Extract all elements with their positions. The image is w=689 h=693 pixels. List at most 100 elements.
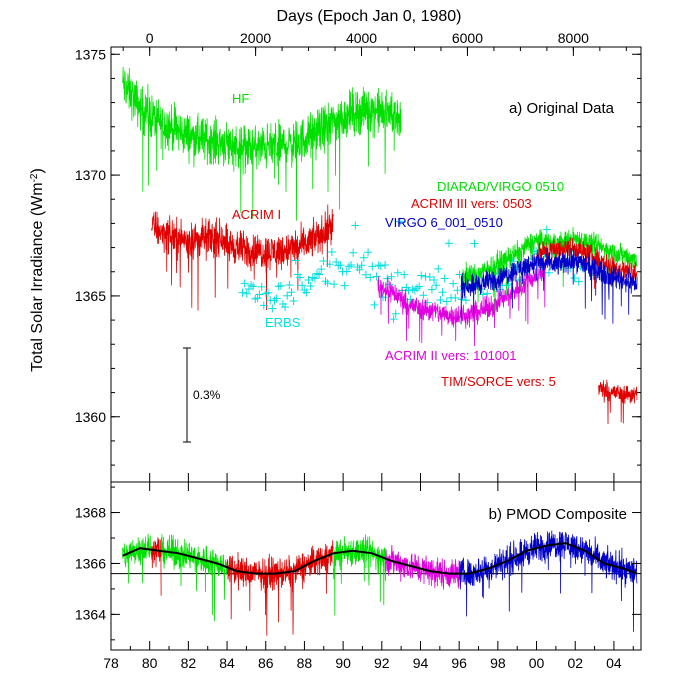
composite-segment (333, 534, 387, 616)
label-erbs: ERBS (265, 315, 301, 330)
erbs-point (315, 270, 324, 279)
erbs-point (317, 265, 326, 274)
erbs-point (287, 288, 296, 297)
erbs-point (304, 276, 313, 285)
series-tim-sorce-vers-5 (598, 379, 638, 425)
panel-b-xtick-label: 80 (142, 655, 158, 671)
composite-segment (160, 534, 228, 622)
series-acrim-i (151, 204, 334, 311)
erbs-point (344, 262, 353, 271)
erbs-point (470, 239, 479, 248)
erbs-point (381, 261, 390, 270)
erbs-point (306, 282, 315, 291)
panel-b-ytick-label: 1366 (75, 555, 106, 571)
erbs-point (370, 300, 379, 309)
y-axis-title-main: Total Solar Irradiance (Wm (29, 182, 46, 371)
erbs-point (349, 248, 358, 257)
series-acrim-ii-vers-101001 (377, 259, 547, 347)
erbs-point (444, 239, 453, 248)
erbs-point (332, 257, 341, 266)
erbs-point (325, 260, 334, 269)
erbs-point (334, 261, 343, 270)
panel-b-xtick-label: 04 (606, 655, 622, 671)
label-diarad-virgo: DIARAD/VIRGO 0510 (437, 179, 564, 194)
erbs-point (310, 274, 319, 283)
erbs-point (400, 270, 409, 279)
panel-a-ytick-label: 1365 (75, 288, 106, 304)
top-tick-label: 0 (146, 30, 154, 46)
erbs-point (432, 281, 441, 290)
erbs-point (274, 282, 283, 291)
erbs-point (434, 264, 443, 273)
erbs-point (259, 301, 268, 310)
panel-b-frame (110, 481, 642, 651)
erbs-point (283, 291, 292, 300)
erbs-point (440, 274, 449, 283)
erbs-point (347, 261, 356, 270)
erbs-point (504, 280, 513, 289)
erbs-point (323, 279, 332, 288)
erbs-point (295, 273, 304, 282)
panel-b-xtick-label: 84 (219, 655, 235, 671)
erbs-point (321, 277, 330, 286)
erbs-point (313, 269, 322, 278)
erbs-point (308, 273, 317, 282)
erbs-point (544, 268, 553, 277)
erbs-point (247, 281, 256, 290)
erbs-point (355, 265, 364, 274)
panel-b-xtick-label: 86 (258, 655, 274, 671)
erbs-point (430, 275, 439, 284)
label-acrim-3: ACRIM III vers: 0503 (411, 196, 532, 211)
erbs-point (281, 303, 290, 312)
panel-b-xtick-label: 90 (335, 655, 351, 671)
composite-segment (385, 544, 460, 590)
erbs-point (483, 289, 492, 298)
panel-a-series-layer (122, 66, 638, 425)
label-acrim-1: ACRIM I (232, 207, 281, 222)
composite-smooth-line (122, 542, 638, 575)
series-diarad-virgo-0510 (460, 227, 638, 312)
panel-b-pmod-composite: 1364 1366 1368 78 80 82 84 86 88 90 92 94 96 98 00 02 04… (75, 481, 642, 671)
panel-b-xtick-label: 82 (181, 655, 197, 671)
erbs-point (251, 294, 260, 303)
panel-b-xtick-label: 78 (103, 655, 119, 671)
composite-segment (122, 533, 152, 584)
erbs-point (255, 290, 264, 299)
erbs-point (264, 288, 273, 297)
erbs-point (257, 282, 266, 291)
panel-b-xtick-label: 96 (451, 655, 467, 671)
erbs-point (417, 271, 426, 280)
panel-b-ytick-label: 1368 (75, 505, 106, 521)
panel-b-series-layer (111, 530, 641, 636)
erbs-point (368, 262, 377, 271)
series-virgo-6-001-0510 (460, 245, 638, 325)
erbs-point (408, 285, 417, 294)
erbs-point (413, 284, 422, 293)
erbs-point (268, 304, 277, 313)
top-tick-label: 8000 (558, 30, 589, 46)
erbs-point (438, 288, 447, 297)
erbs-point (415, 282, 424, 291)
erbs-point (391, 309, 400, 318)
erbs-point (393, 268, 402, 277)
erbs-point (285, 281, 294, 290)
erbs-point (419, 291, 428, 300)
erbs-point (436, 295, 445, 304)
panel-b-xtick-label: 02 (567, 655, 583, 671)
erbs-point (253, 294, 262, 303)
erbs-point (270, 296, 279, 305)
erbs-point (327, 247, 336, 256)
erbs-point (261, 289, 270, 298)
panel-b-ytick-label: 1364 (75, 606, 106, 622)
erbs-point (542, 225, 551, 234)
erbs-point (383, 274, 392, 283)
erbs-point (336, 261, 345, 270)
panel-b-xtick-label: 92 (374, 655, 390, 671)
erbs-point (376, 262, 385, 271)
erbs-point (395, 217, 404, 226)
erbs-point (366, 273, 375, 282)
y-axis-title: Total Solar Irradiance (Wm-2) (29, 168, 47, 372)
scale-bar-label: 0.3% (193, 388, 221, 402)
erbs-point (291, 256, 300, 265)
